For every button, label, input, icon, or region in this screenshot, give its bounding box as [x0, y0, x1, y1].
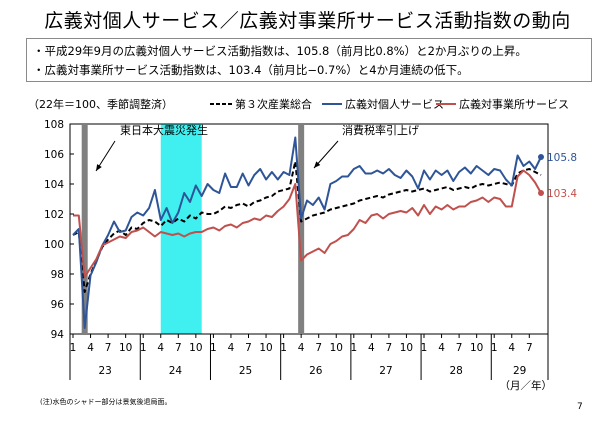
legend: 第３次産業総合 広義対個人サービス 広義対事業所サービス — [210, 97, 569, 111]
y-tick-label: 100 — [44, 239, 64, 251]
month-tick-label: 4 — [438, 342, 445, 354]
year-label: 23 — [98, 365, 111, 377]
end-marker — [538, 190, 544, 196]
month-tick-label: 10 — [259, 342, 272, 354]
y-tick-label: 96 — [51, 299, 65, 311]
month-tick-label: 4 — [87, 342, 94, 354]
month-tick-label: 7 — [175, 342, 182, 354]
series-line-0 — [72, 160, 542, 293]
end-value-label: 105.8 — [547, 152, 577, 164]
month-tick-label: 4 — [298, 342, 305, 354]
page-title: 広義対個人サービス／広義対事業所サービス活動指数の動向 — [44, 10, 571, 32]
legend-label-0: 第３次産業総合 — [235, 97, 312, 111]
summary-box: ・平成29年9月の広義対個人サービス活動指数は、105.8（前月比0.8%）と2… — [26, 38, 592, 82]
month-tick-label: 4 — [228, 342, 235, 354]
month-tick-label: 7 — [105, 342, 112, 354]
y-tick-label: 104 — [44, 179, 64, 191]
event-annotation: 消費税率引上げ — [342, 123, 419, 137]
recession-shade-layer — [160, 124, 202, 334]
annotation-arrow-head — [96, 164, 102, 171]
series-line-2 — [73, 169, 542, 278]
year-label: 25 — [239, 365, 252, 377]
month-tick-label: 1 — [140, 342, 147, 354]
y-tick-label: 108 — [44, 119, 64, 131]
month-tick-label: 7 — [456, 342, 463, 354]
x-unit-label: （月／年） — [500, 379, 553, 392]
end-value-label: 103.4 — [547, 188, 577, 200]
recession-shade — [160, 124, 202, 334]
month-tick-label: 1 — [491, 342, 498, 354]
event-bar — [81, 124, 88, 334]
annotation-arrow-head — [314, 161, 321, 168]
month-tick-label: 4 — [508, 342, 515, 354]
page-number: 7 — [577, 402, 583, 412]
month-tick-label: 7 — [315, 342, 322, 354]
month-tick-label: 10 — [330, 342, 343, 354]
event-annotation: 東日本大震災発生 — [120, 123, 208, 137]
month-tick-label: 1 — [350, 342, 357, 354]
plot-frame — [69, 123, 549, 335]
month-tick-label: 1 — [280, 342, 287, 354]
month-tick-label: 7 — [386, 342, 393, 354]
year-label: 24 — [169, 365, 183, 377]
series-line-1 — [72, 136, 542, 329]
legend-label-1: 広義対個人サービス — [345, 97, 444, 111]
event-bar — [298, 124, 305, 334]
summary-line-personal: ・平成29年9月の広義対個人サービス活動指数は、105.8（前月比0.8%）と2… — [33, 44, 527, 58]
month-tick-label: 10 — [189, 342, 202, 354]
month-tick-label: 10 — [400, 342, 413, 354]
y-tick-label: 94 — [51, 329, 65, 341]
month-tick-label: 1 — [210, 342, 217, 354]
summary-line-business: ・広義対事業所サービス活動指数は、103.4（前月比−0.7%）と4か月連続の低… — [33, 63, 469, 77]
month-tick-label: 10 — [119, 342, 132, 354]
month-tick-label: 4 — [157, 342, 164, 354]
month-tick-label: 4 — [368, 342, 375, 354]
series-lines — [72, 136, 542, 329]
end-marker — [538, 154, 544, 160]
base-note: （22年＝100、季節調整済） — [28, 97, 173, 111]
year-label: 26 — [309, 365, 323, 377]
y-tick-label: 102 — [44, 209, 64, 221]
y-tick-label: 106 — [44, 149, 64, 161]
month-tick-label: 7 — [245, 342, 252, 354]
year-label: 28 — [449, 365, 462, 377]
month-tick-label: 1 — [70, 342, 77, 354]
month-tick-label: 10 — [470, 342, 483, 354]
y-tick-label: 98 — [51, 269, 64, 281]
footnote: (注)水色のシャドー部分は景気後退局面。 — [40, 398, 172, 406]
month-tick-label: 7 — [526, 342, 533, 354]
event-markers — [81, 124, 305, 334]
year-label: 29 — [513, 365, 526, 377]
year-label: 27 — [379, 365, 392, 377]
chart-labels: 東日本大震災発生 消費税率引上げ 105.8 103.4 — [95, 123, 577, 200]
month-tick-label: 1 — [421, 342, 428, 354]
legend-label-2: 広義対事業所サービス — [459, 97, 569, 111]
